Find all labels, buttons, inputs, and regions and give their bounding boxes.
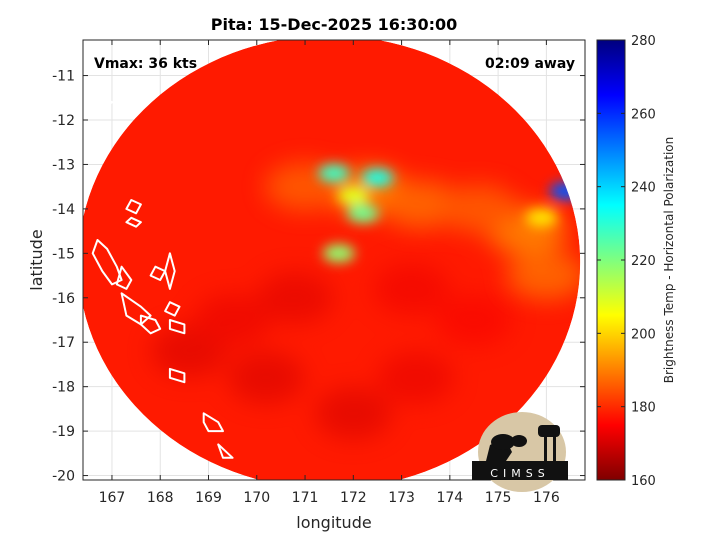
y-axis-ticks: -11 -12 -13 -14 -15 -16 -17 -18 -19 -20 [52, 69, 585, 485]
y-tick-label: -14 [52, 202, 75, 218]
x-tick-label: 173 [388, 490, 415, 506]
coastline-island-14 [101, 96, 113, 108]
colorbar-tick-label: 160 [631, 474, 656, 489]
swath-disk [83, 40, 581, 480]
coastline-island-12 [125, 199, 142, 215]
x-tick-label: 176 [533, 490, 560, 506]
y-tick-label: -18 [52, 380, 75, 396]
cimss-logo-text: CIMSS [490, 467, 549, 480]
x-tick-label: 171 [292, 490, 319, 506]
x-tick-label: 168 [147, 490, 174, 506]
chart-title: Pita: 15-Dec-2025 16:30:00 [211, 15, 457, 34]
coastline-island-5 [149, 265, 167, 281]
y-tick-label: -16 [52, 291, 75, 307]
brightness-feature [318, 164, 350, 183]
x-tick-label: 175 [485, 490, 512, 506]
colorbar-label: Brightness Temp - Horizontal Polarizatio… [662, 137, 676, 384]
y-axis-label: latitude [27, 229, 46, 290]
colorbar [596, 39, 626, 481]
coastline-island-4 [139, 314, 162, 335]
colorbar-tick-label: 180 [631, 401, 656, 416]
colorbar-tick-label: 240 [631, 181, 656, 196]
x-axis-label: longitude [296, 513, 371, 532]
y-tick-label: -19 [52, 424, 75, 440]
y-tick-label: -12 [52, 113, 75, 129]
coastline-island-7 [164, 301, 181, 317]
y-tick-label: -13 [52, 157, 75, 173]
colorbar-tick-label: 220 [631, 254, 656, 269]
colorbar-tick-label: 200 [631, 327, 656, 342]
coastline-island-2 [115, 265, 133, 290]
y-tick-label: -15 [52, 246, 75, 262]
brightness-feature [525, 208, 558, 227]
brightness-feature [322, 244, 355, 263]
time-away-annotation: 02:09 away [485, 56, 575, 72]
y-tick-label: -20 [52, 469, 75, 485]
colorbar-tick-label: 260 [631, 107, 656, 122]
coastline-island-8 [168, 319, 186, 335]
colorbar-tick-label: 280 [631, 34, 656, 49]
brightness-feature [337, 186, 370, 205]
coastline-island-10 [202, 412, 224, 433]
brightness-feature [346, 204, 379, 223]
cimss-logo: CIMSS [472, 412, 568, 492]
coastline-island-6 [164, 252, 176, 290]
coastline-island-13 [125, 216, 142, 228]
vmax-annotation: Vmax: 36 kts [94, 56, 197, 72]
x-tick-label: 167 [99, 490, 126, 506]
y-tick-label: -11 [52, 69, 75, 85]
x-tick-label: 170 [243, 490, 270, 506]
brightness-temp-swath [83, 40, 581, 480]
brightness-feature [361, 168, 394, 187]
coastline-island-9 [168, 367, 186, 384]
x-tick-label: 174 [436, 490, 463, 506]
x-axis-ticks: 167 168 169 170 171 172 173 174 175 176 [99, 40, 560, 506]
plot-frame [82, 39, 586, 481]
coastline-island-11 [217, 443, 234, 459]
x-tick-label: 172 [340, 490, 367, 506]
coastlines [91, 96, 234, 459]
colorbar-ticks: 280 260 240 220 200 180 160 [597, 34, 656, 489]
coastline-island-3 [120, 292, 152, 326]
y-tick-label: -17 [52, 335, 75, 351]
x-tick-label: 169 [195, 490, 222, 506]
